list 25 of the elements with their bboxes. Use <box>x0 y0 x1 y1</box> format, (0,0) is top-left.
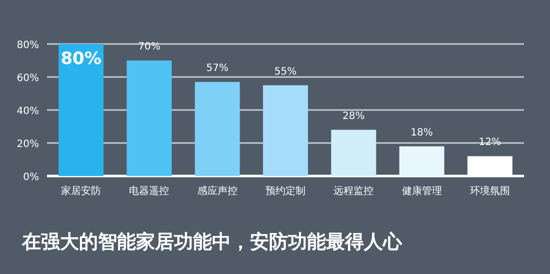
x-tick-label: 电器遥控 <box>129 185 170 197</box>
data-label: 57% <box>206 62 228 74</box>
bar <box>331 130 376 176</box>
x-tick-label: 家居安防 <box>61 185 102 197</box>
bar <box>399 146 444 176</box>
text: 在强大的智能家居功能中，安防功能最得人心 <box>21 231 403 253</box>
y-tick-label: 0% <box>23 172 39 183</box>
x-tick-label: 预约定制 <box>266 185 306 197</box>
y-tick-label: 60% <box>16 73 39 84</box>
data-label: 55% <box>274 66 297 78</box>
data-label: 80% <box>60 49 102 69</box>
y-tick-label: 40% <box>16 106 39 117</box>
bar <box>263 85 308 176</box>
y-tick-label: 20% <box>16 139 39 150</box>
y-tick-label: 80% <box>16 40 39 51</box>
bar <box>126 60 172 176</box>
x-tick-label: 环境氛围 <box>470 185 510 197</box>
data-label: 70% <box>138 42 160 52</box>
bar <box>58 44 104 176</box>
x-tick-label: 健康管理 <box>402 185 442 197</box>
data-label: 28% <box>342 110 365 122</box>
x-tick-label: 远程监控 <box>334 185 374 197</box>
data-label: 18% <box>410 127 433 138</box>
bar <box>194 82 240 176</box>
x-tick-label: 感应声控 <box>197 185 238 197</box>
